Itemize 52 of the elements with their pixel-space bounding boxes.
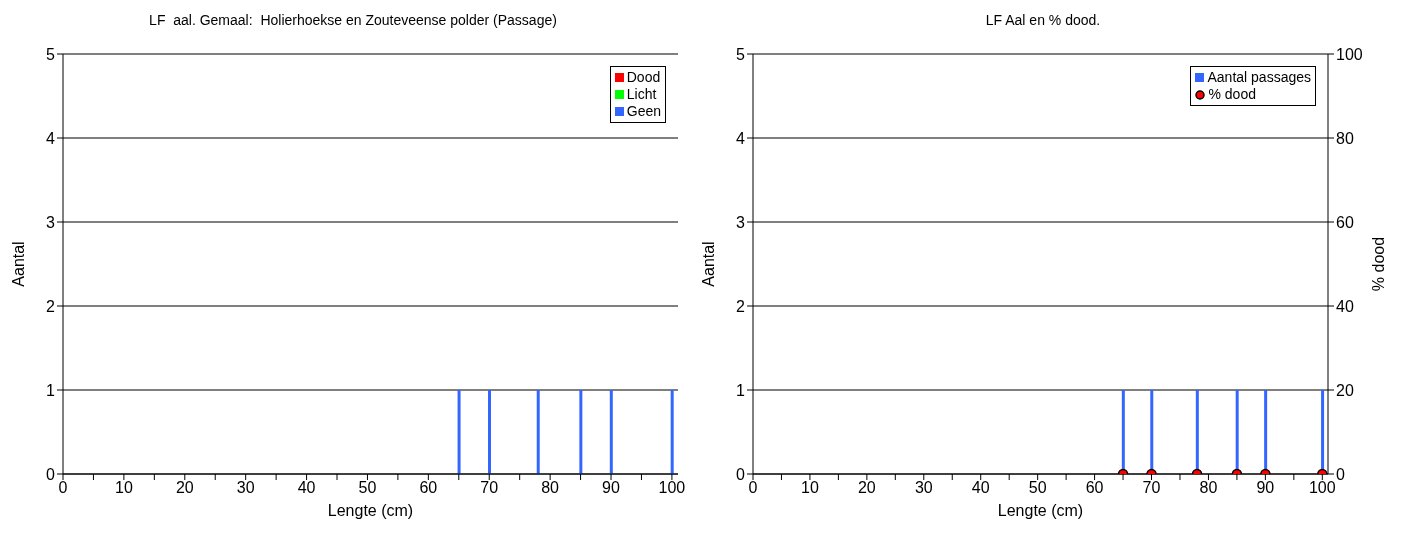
x-tick-label: 30 — [236, 479, 255, 497]
legend-label: % dood — [1208, 86, 1256, 103]
x-tick-label: 90 — [602, 479, 621, 497]
y-tick-label: 2 — [46, 297, 56, 315]
x-tick-label: 80 — [541, 479, 560, 497]
x-tick-label: 40 — [297, 479, 316, 497]
x-tick-label: 20 — [857, 479, 876, 497]
y2-axis-title: % dood — [1369, 236, 1387, 292]
legend-label: Aantal passages — [1207, 69, 1311, 86]
y-tick-label: 0 — [736, 465, 746, 483]
chart-title: LF aal. Gemaal: Holierhoekse en Zouteveense polder (Passage) — [148, 11, 558, 30]
x-axis-title: Lengte (cm) — [997, 502, 1084, 519]
y-tick-label: 5 — [736, 45, 746, 63]
x-tick-label: 100 — [1308, 479, 1336, 497]
y-tick-label: 1 — [46, 381, 56, 399]
x-tick-label: 20 — [175, 479, 194, 497]
x-tick-label: 0 — [58, 479, 68, 497]
legend-label: Licht — [626, 86, 657, 103]
y-tick-label: 0 — [46, 465, 56, 483]
x-tick-label: 50 — [358, 479, 377, 497]
x-tick-label: 80 — [1199, 479, 1218, 497]
y2-tick-label: 40 — [1336, 297, 1354, 315]
x-tick-label: 10 — [114, 479, 133, 497]
y-tick-label: 1 — [736, 381, 746, 399]
y-tick-label: 4 — [46, 129, 56, 147]
x-tick-label: 60 — [419, 479, 438, 497]
y2-tick-label: 100 — [1336, 45, 1363, 63]
x-tick-label: 70 — [1142, 479, 1161, 497]
y-axis-title: Aantal — [699, 241, 717, 287]
y2-tick-label: 20 — [1336, 381, 1354, 399]
x-tick-label: 90 — [1256, 479, 1275, 497]
x-tick-label: 50 — [1028, 479, 1047, 497]
x-tick-label: 30 — [914, 479, 933, 497]
x-tick-label: 40 — [971, 479, 990, 497]
x-tick-label: 0 — [748, 479, 758, 497]
x-tick-label: 100 — [658, 479, 686, 497]
y-axis-title: Aantal — [9, 241, 27, 287]
y-tick-label: 2 — [736, 297, 746, 315]
y-tick-label: 3 — [736, 213, 746, 231]
x-tick-label: 70 — [480, 479, 499, 497]
x-tick-label: 60 — [1085, 479, 1104, 497]
y-tick-label: 4 — [736, 129, 746, 147]
y-tick-label: 5 — [46, 45, 56, 63]
y2-tick-label: 80 — [1336, 129, 1354, 147]
x-tick-label: 10 — [801, 479, 819, 497]
chart-title: LF Aal en % dood. — [984, 11, 1102, 30]
y-tick-label: 3 — [46, 213, 56, 231]
legend-label: Geen — [626, 103, 661, 120]
y2-tick-label: 0 — [1336, 465, 1345, 483]
x-axis-title: Lengte (cm) — [327, 502, 414, 519]
y2-tick-label: 60 — [1336, 213, 1354, 231]
legend-label: Dood — [626, 69, 661, 86]
